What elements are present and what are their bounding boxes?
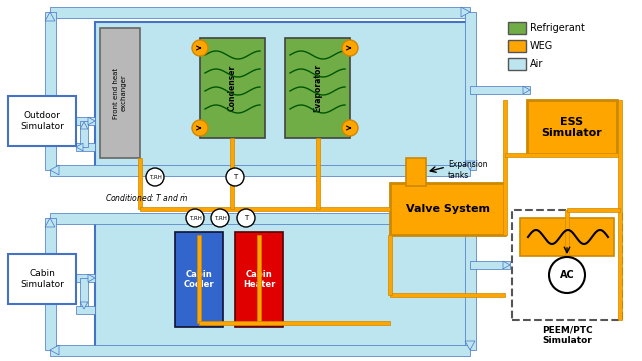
Bar — [520, 218, 614, 256]
Bar — [100, 28, 140, 158]
Bar — [199, 321, 390, 325]
Bar — [8, 96, 76, 146]
Bar — [285, 38, 350, 138]
Circle shape — [186, 209, 204, 227]
Bar — [470, 261, 510, 269]
Polygon shape — [76, 143, 83, 151]
Bar — [50, 6, 470, 17]
Circle shape — [226, 168, 244, 186]
Polygon shape — [45, 12, 55, 21]
Bar — [138, 158, 142, 209]
Bar — [76, 143, 95, 151]
Circle shape — [211, 209, 229, 227]
Bar — [76, 117, 95, 125]
Text: Evaporator: Evaporator — [313, 64, 322, 112]
Bar — [470, 86, 530, 94]
Circle shape — [342, 120, 358, 136]
Text: Condenser: Condenser — [228, 65, 237, 111]
Bar — [505, 153, 620, 157]
Bar — [80, 278, 88, 310]
Bar — [50, 344, 470, 356]
Bar — [80, 121, 88, 147]
Bar — [44, 218, 55, 350]
Circle shape — [342, 40, 358, 56]
Bar — [197, 235, 201, 323]
Bar — [388, 235, 392, 295]
Bar — [390, 293, 505, 297]
Bar — [175, 232, 223, 327]
Polygon shape — [50, 165, 59, 175]
Polygon shape — [503, 261, 510, 269]
Text: T: T — [233, 174, 237, 180]
Text: T,RH: T,RH — [189, 216, 202, 221]
Text: T,RH: T,RH — [214, 216, 227, 221]
Bar — [50, 165, 470, 175]
Bar — [235, 232, 283, 327]
Bar — [406, 158, 426, 186]
Text: T: T — [244, 215, 248, 221]
Text: ESS
Simulator: ESS Simulator — [542, 117, 602, 138]
Text: WEG: WEG — [530, 41, 553, 51]
Text: Cabin
Heater: Cabin Heater — [243, 270, 275, 289]
Bar — [508, 22, 526, 34]
Bar — [527, 100, 617, 155]
Bar — [44, 12, 55, 170]
Circle shape — [549, 257, 585, 293]
Bar — [95, 220, 470, 348]
Text: Front end heat
exchanger: Front end heat exchanger — [114, 68, 126, 118]
Text: Conditioned: T and $\dot{m}$: Conditioned: T and $\dot{m}$ — [105, 192, 189, 204]
Circle shape — [237, 209, 255, 227]
Polygon shape — [80, 122, 88, 129]
Text: Expansion
tanks: Expansion tanks — [448, 160, 487, 180]
Text: PEEM/PTC
Simulator: PEEM/PTC Simulator — [542, 325, 593, 345]
Bar — [317, 138, 320, 209]
Text: T,RH: T,RH — [148, 174, 161, 179]
Polygon shape — [523, 86, 530, 94]
Polygon shape — [461, 213, 470, 223]
Bar — [230, 138, 234, 209]
Circle shape — [192, 120, 208, 136]
Text: Cabin
Cooler: Cabin Cooler — [184, 270, 214, 289]
Polygon shape — [80, 302, 88, 309]
Bar — [508, 40, 526, 52]
Polygon shape — [88, 117, 95, 125]
Text: AC: AC — [560, 270, 575, 280]
Bar — [567, 208, 620, 212]
Polygon shape — [465, 341, 475, 350]
Polygon shape — [465, 161, 475, 170]
Polygon shape — [45, 218, 55, 227]
Circle shape — [146, 168, 164, 186]
Bar — [465, 218, 476, 350]
Bar — [76, 274, 95, 282]
Bar — [503, 100, 507, 235]
Bar — [76, 306, 95, 314]
Bar — [95, 22, 470, 170]
Text: Cabin
Simulator: Cabin Simulator — [20, 269, 64, 289]
Bar — [257, 235, 261, 323]
Circle shape — [192, 40, 208, 56]
Bar — [140, 207, 390, 211]
Bar — [465, 12, 476, 170]
Polygon shape — [88, 274, 95, 282]
Text: Valve System: Valve System — [406, 204, 489, 214]
Bar — [565, 210, 569, 255]
Bar — [200, 38, 265, 138]
Text: Outdoor
Simulator: Outdoor Simulator — [20, 111, 64, 131]
Bar — [390, 183, 505, 235]
Bar — [618, 100, 621, 320]
Bar — [508, 58, 526, 70]
Bar — [8, 254, 76, 304]
Polygon shape — [461, 7, 470, 17]
Bar — [50, 213, 470, 223]
Polygon shape — [50, 345, 59, 355]
Bar — [512, 210, 622, 320]
Text: Air: Air — [530, 59, 543, 69]
Text: Refrigerant: Refrigerant — [530, 23, 585, 33]
